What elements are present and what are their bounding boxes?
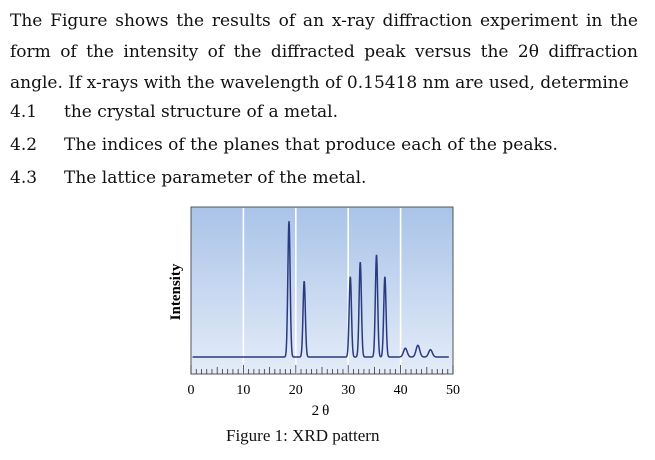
item-text: the crystal structure of a metal. bbox=[64, 102, 339, 122]
question-item-4-1: 4.1 the crystal structure of a metal. bbox=[10, 100, 338, 124]
intro-line-2: form of the intensity of the diffracted … bbox=[10, 42, 638, 62]
series-line bbox=[192, 221, 449, 358]
xrd-chart: 0 10 20 30 40 50 Intensity 2θ bbox=[160, 200, 470, 425]
intro-line-1: The Figure shows the results of an x-ray… bbox=[10, 11, 638, 31]
item-text: The indices of the planes that produce e… bbox=[64, 135, 558, 155]
y-axis-label: Intensity bbox=[168, 263, 184, 320]
x-tick-label: 40 bbox=[394, 383, 408, 398]
x-tick-label: 30 bbox=[341, 383, 355, 398]
x-tick-label: 10 bbox=[236, 383, 250, 398]
item-number: 4.2 bbox=[10, 135, 38, 155]
item-number: 4.3 bbox=[10, 168, 38, 188]
x-tick-label: 0 bbox=[188, 383, 195, 398]
x-axis-label: 2θ bbox=[312, 403, 333, 419]
question-item-4-2: 4.2 The indices of the planes that produc… bbox=[10, 133, 558, 157]
item-number: 4.1 bbox=[10, 102, 38, 122]
question-item-4-3: 4.3 The lattice parameter of the metal. bbox=[10, 166, 366, 190]
x-tick-label: 20 bbox=[289, 383, 303, 398]
plot-area bbox=[190, 206, 454, 375]
question-paragraph: The Figure shows the results of an x-ray… bbox=[10, 6, 638, 99]
x-tick-label: 50 bbox=[446, 383, 460, 398]
intro-line-3: angle. If x-rays with the wavelength of … bbox=[10, 73, 629, 93]
xrd-chart-svg: 0 10 20 30 40 50 Intensity 2θ bbox=[168, 206, 460, 419]
item-text: The lattice parameter of the metal. bbox=[64, 168, 367, 188]
figure-caption: Figure 1: XRD pattern bbox=[226, 426, 380, 445]
